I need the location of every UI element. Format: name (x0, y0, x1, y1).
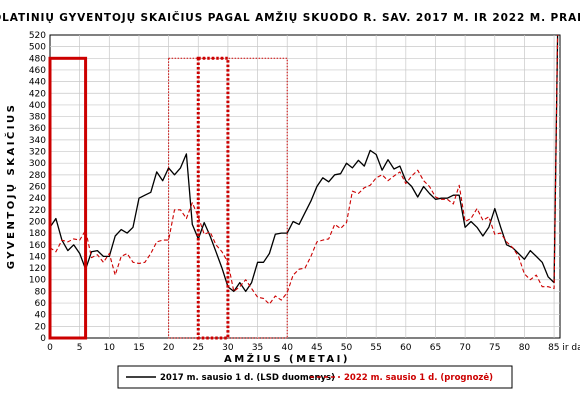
y-tick-label: 140 (29, 252, 46, 262)
y-tick-label: 440 (29, 78, 46, 88)
x-tick-label: 20 (163, 343, 175, 353)
y-tick-label: 240 (29, 194, 46, 204)
x-tick-label: 0 (47, 343, 53, 353)
x-tick-label-last: 85 ir daugiau (548, 343, 580, 353)
x-tick-label: 30 (222, 343, 234, 353)
legend-box (117, 365, 513, 389)
x-tick-label: 45 (311, 343, 322, 353)
x-axis-ticks: 0 5 10 15 20 25 30 35 40 45 50 55 60 65 70 75 80 85 ir da… (47, 343, 580, 353)
y-tick-label: 400 (29, 101, 46, 111)
highlight-box-2 (196, 56, 230, 340)
y-tick-label: 120 (29, 264, 46, 274)
y-tick-label: 480 (29, 54, 46, 64)
y-tick-label: 100 (29, 276, 46, 286)
x-tick-label: 55 (370, 343, 381, 353)
y-tick-label: 220 (29, 206, 46, 216)
y-tick-label: 40 (35, 311, 47, 321)
highlight-box-1 (168, 57, 288, 339)
x-tick-label: 40 (281, 343, 293, 353)
y-tick-label: 200 (29, 217, 46, 227)
x-tick-label: 70 (459, 343, 471, 353)
x-tick-label: 65 (430, 343, 441, 353)
x-tick-label: 60 (400, 343, 412, 353)
y-tick-label: 360 (29, 124, 46, 134)
y-tick-label: 180 (29, 229, 46, 239)
y-axis-title: GYVENTOJŲ SKAIČIUS (4, 103, 17, 270)
x-tick-label: 75 (489, 343, 500, 353)
series-line-1 (49, 34, 559, 305)
y-tick-label: 380 (29, 113, 46, 123)
x-tick-label: 25 (193, 343, 204, 353)
y-tick-label: 160 (29, 241, 46, 251)
y-tick-label: 20 (35, 322, 47, 332)
x-tick-label: 80 (519, 343, 531, 353)
y-tick-label: 320 (29, 148, 46, 158)
y-tick-label: 420 (29, 89, 46, 99)
y-tick-label: 60 (35, 299, 47, 309)
chart-title: NUOLATINIŲ GYVENTOJŲ SKAIČIUS PAGAL AMŽI… (0, 11, 580, 24)
y-tick-label: 460 (29, 66, 46, 76)
y-tick-label: 520 (29, 31, 46, 41)
x-axis-title: AMŽIUS (METAI) (224, 352, 350, 365)
legend-label-2022: 2022 m. sausio 1 d. (prognozė) (344, 373, 493, 383)
legend-label-2017: 2017 m. sausio 1 d. (LSD duomenys) (160, 373, 335, 383)
series-line-0 (49, 34, 559, 293)
legend: 2017 m. sausio 1 d. (LSD duomenys) 2022 … (117, 365, 513, 389)
x-tick-label: 5 (77, 343, 83, 353)
y-tick-label: 300 (29, 159, 46, 169)
x-tick-label: 10 (104, 343, 116, 353)
y-tick-label: 0 (40, 334, 46, 344)
highlight-box-0 (48, 56, 88, 340)
y-tick-label: 260 (29, 183, 46, 193)
x-tick-label: 15 (133, 343, 144, 353)
y-tick-label: 80 (35, 287, 47, 297)
y-tick-label: 500 (29, 43, 46, 53)
y-tick-label: 340 (29, 136, 46, 146)
x-tick-label: 50 (341, 343, 353, 353)
highlight-boxes (48, 56, 288, 340)
series-lines (49, 34, 559, 305)
y-tick-label: 280 (29, 171, 46, 181)
x-tick-label: 35 (252, 343, 263, 353)
